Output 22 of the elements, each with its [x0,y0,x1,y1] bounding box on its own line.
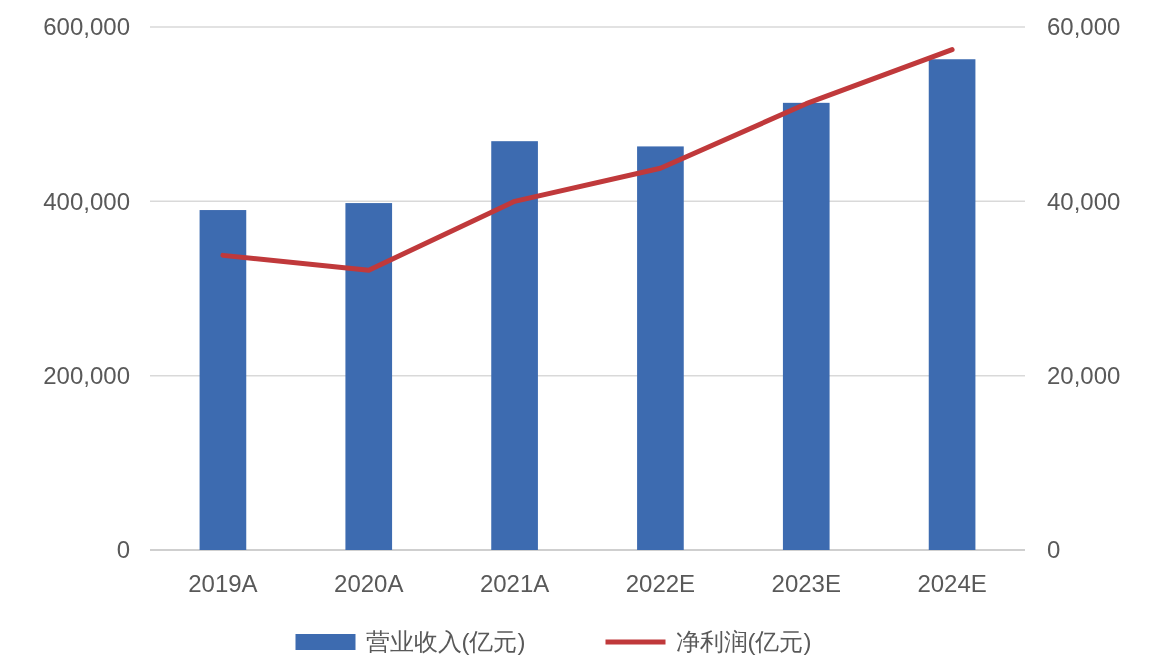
x-tick-label: 2024E [917,570,987,597]
x-tick-label: 2023E [771,570,841,597]
legend-label: 净利润(亿元) [675,628,812,656]
legend-label: 营业收入(亿元) [365,628,526,656]
y-tick-label: 200,000 [43,362,130,390]
x-tick-label: 2020A [334,570,404,597]
bar [345,203,393,550]
bar [637,146,684,550]
x-tick-label: 2021A [479,570,550,597]
bar [782,102,830,550]
y-tick-label: 600,000 [43,13,130,41]
y2-tick-label: 60,000 [1047,13,1121,41]
y-tick-label: 400,000 [43,187,130,215]
bar [199,210,247,550]
bar [491,141,538,550]
x-tick-label: 2019A [188,570,258,597]
y-tick-label: 0 [116,536,130,564]
y2-tick-label: 0 [1047,536,1061,564]
y2-tick-label: 20,000 [1047,362,1121,390]
bar [928,59,976,550]
y2-tick-label: 40,000 [1047,187,1121,215]
x-tick-label: 2022E [625,570,696,597]
